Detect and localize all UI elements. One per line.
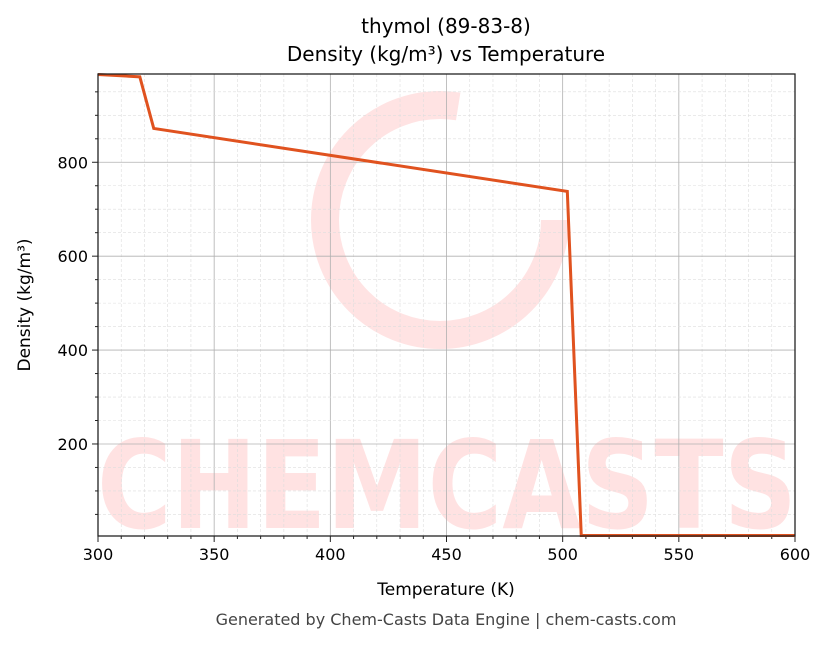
y-tick-label: 400 [57, 341, 88, 360]
y-tick-label: 600 [57, 247, 88, 266]
x-tick-label: 450 [431, 545, 462, 564]
footer: Generated by Chem-Casts Data Engine | ch… [216, 610, 677, 629]
x-tick-label: 350 [199, 545, 230, 564]
x-tick-label: 300 [83, 545, 114, 564]
svg-text:CHEMCASTS: CHEMCASTS [97, 415, 797, 557]
watermark: CHEMCASTS [97, 91, 797, 557]
chart-subtitle: Density (kg/m³) vs Temperature [287, 42, 605, 66]
x-tick-label: 550 [664, 545, 695, 564]
chart-title: thymol (89-83-8) [361, 14, 531, 38]
x-tick-label: 600 [780, 545, 811, 564]
x-axis-label: Temperature (K) [376, 580, 515, 600]
y-axis-label: Density (kg/m³) [15, 238, 35, 371]
x-tick-label: 500 [547, 545, 578, 564]
y-tick-label: 800 [57, 153, 88, 172]
plot-frame [97, 73, 796, 537]
y-tick-label: 200 [57, 435, 88, 454]
x-tick-label: 400 [315, 545, 346, 564]
